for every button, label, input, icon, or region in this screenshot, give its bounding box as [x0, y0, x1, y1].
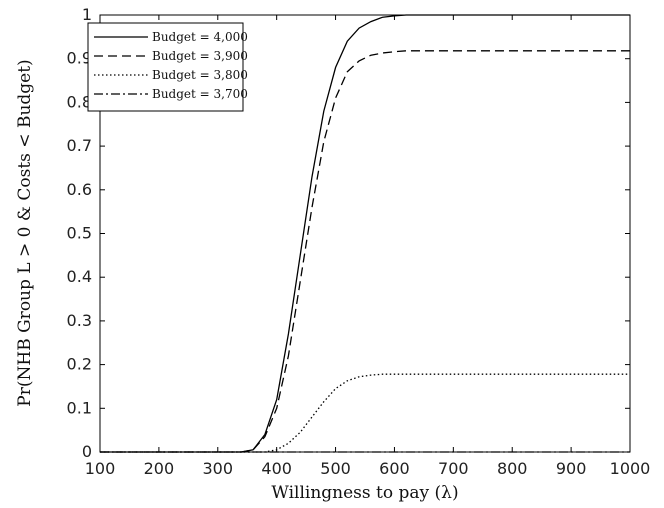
x-tick-label: 500 [320, 459, 351, 478]
series-line-1 [100, 14, 630, 453]
series-line-2 [100, 50, 630, 453]
x-tick-label: 1000 [610, 459, 651, 478]
y-tick-label: 0.9 [67, 49, 92, 68]
x-tick-label: 400 [261, 459, 292, 478]
legend-label-1: Budget = 4,000 [152, 30, 248, 44]
x-tick-label: 800 [497, 459, 528, 478]
x-tick-label: 300 [203, 459, 234, 478]
legend-label-4: Budget = 3,700 [152, 87, 248, 101]
x-tick-label: 100 [85, 459, 116, 478]
x-tick-label: 200 [144, 459, 175, 478]
y-tick-label: 0.6 [67, 180, 92, 199]
x-tick-label: 700 [438, 459, 469, 478]
y-axis-label: Pr(NHB Group L > 0 & Costs < Budget) [15, 59, 35, 406]
y-tick-label: 0 [82, 442, 92, 461]
legend-box [87, 22, 244, 112]
y-tick-label: 0.4 [67, 267, 92, 286]
y-tick-label: 0.2 [67, 355, 92, 374]
legend-label-2: Budget = 3,900 [152, 49, 248, 63]
x-tick-label: 900 [556, 459, 587, 478]
x-tick-label: 600 [379, 459, 410, 478]
axis-ticks: 100 200 300 400 500 600 700 800 900 1000 0 0.1 0.2 0.… [67, 5, 651, 478]
series-lines [100, 14, 630, 453]
x-axis-label: Willingness to pay (λ) [271, 483, 458, 503]
y-tick-label: 0.1 [67, 398, 92, 417]
y-tick-label: 0.5 [67, 224, 92, 243]
legend-label-3: Budget = 3,800 [152, 68, 248, 82]
y-tick-label: 1 [82, 5, 92, 24]
y-tick-label: 0.3 [67, 311, 92, 330]
y-tick-label: 0.7 [67, 136, 92, 155]
legend: Budget = 4,000 Budget = 3,900 Budget = 3,8… [87, 22, 248, 112]
y-tick-label: 0.8 [67, 92, 92, 111]
